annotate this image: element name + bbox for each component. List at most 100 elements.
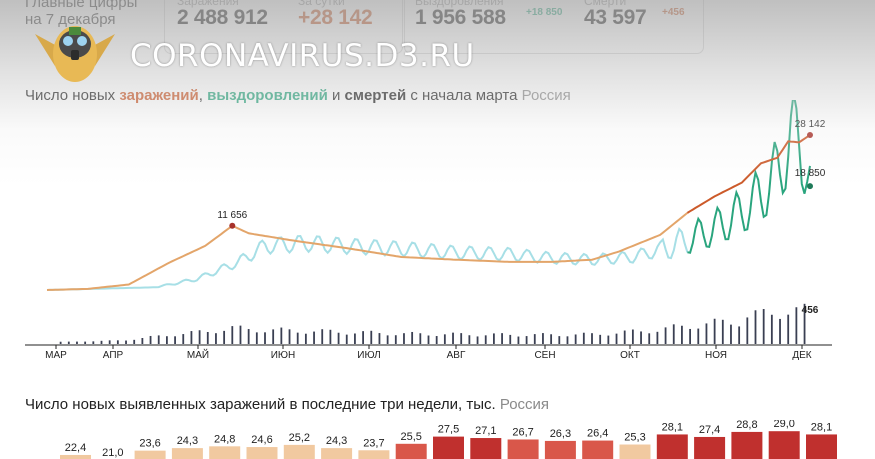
death-bar — [280, 327, 283, 344]
death-bar — [116, 340, 119, 344]
death-bar — [648, 333, 651, 344]
annotation-dot — [229, 222, 236, 229]
death-bar — [84, 341, 87, 344]
death-bar — [713, 318, 716, 344]
deaths-bars — [59, 303, 806, 344]
recovered-delta: +18 850 — [526, 7, 563, 18]
death-bar — [468, 335, 471, 344]
death-bar — [542, 333, 544, 344]
bar-value-label: 27,4 — [699, 424, 720, 436]
bar — [395, 443, 427, 459]
annotation-dot — [807, 132, 813, 138]
death-bar — [754, 310, 757, 344]
death-bar — [795, 307, 798, 344]
series-line-late — [686, 134, 811, 214]
death-bar — [427, 335, 430, 344]
main-figures-title: Главные цифры — [25, 0, 138, 11]
month-label: АПР — [103, 350, 124, 361]
death-bar — [533, 334, 536, 344]
death-bar — [329, 329, 332, 344]
death-bar — [190, 331, 193, 344]
death-bar — [582, 332, 585, 344]
death-bar — [215, 333, 217, 344]
death-bar — [174, 336, 176, 344]
bar — [806, 434, 837, 459]
death-bar — [631, 329, 634, 344]
death-bar — [623, 330, 626, 344]
annotation-label: 11 656 — [217, 210, 247, 221]
death-bar — [705, 323, 708, 344]
month-label: ДЕК — [792, 350, 811, 361]
bar-value-label: 25,5 — [400, 431, 421, 443]
death-bar — [591, 333, 593, 344]
three-week-bar-chart: 22,4 21,0 23,6 24,3 24,8 24,6 25,2 24,3 23,7 25,5… — [60, 420, 837, 459]
death-bar — [681, 325, 683, 344]
gasmask-filter — [71, 50, 79, 60]
death-bar — [484, 335, 487, 344]
death-bar — [689, 328, 691, 344]
death-bar — [419, 333, 422, 344]
death-bar — [770, 314, 773, 344]
bar — [283, 444, 315, 459]
watermark: CORONAVIRUS.D3.RU — [25, 14, 485, 86]
bar — [619, 444, 651, 459]
annotations: 11 656 28 142 18 850 456 — [217, 119, 825, 316]
death-bar — [746, 317, 749, 344]
death-bar — [272, 329, 275, 344]
death-bar — [133, 339, 136, 344]
death-bar — [803, 303, 806, 344]
bar-value-label: 22,4 — [65, 442, 86, 454]
bar-value-label: 28,1 — [811, 421, 832, 433]
bar-value-label: 25,3 — [624, 432, 645, 444]
death-bar — [100, 340, 103, 344]
month-label: ИЮЛ — [357, 350, 380, 361]
bar — [731, 431, 763, 459]
bar — [694, 436, 726, 459]
death-bar — [59, 341, 62, 344]
death-bar — [664, 327, 667, 344]
month-label: СЕН — [534, 350, 555, 361]
month-label: МАР — [45, 350, 67, 361]
month-label: ОКТ — [620, 350, 640, 361]
death-bar — [345, 334, 348, 344]
death-bar — [525, 336, 528, 344]
bar-value-label: 28,1 — [662, 421, 683, 433]
bar-value-label: 26,4 — [587, 428, 608, 440]
owl-gasmask-icon — [35, 26, 115, 82]
death-bar — [435, 336, 438, 344]
chart2-region-link[interactable]: Россия — [499, 396, 550, 413]
bar — [656, 434, 688, 459]
death-bar — [239, 325, 242, 344]
death-bar — [247, 329, 250, 344]
bar — [768, 431, 800, 459]
death-bar — [697, 328, 700, 344]
death-bar — [378, 333, 381, 344]
death-bar — [206, 331, 209, 344]
death-bar — [640, 331, 642, 344]
deaths-delta: +456 — [662, 7, 685, 18]
bar — [209, 446, 241, 459]
death-bar — [296, 332, 299, 344]
death-bar — [76, 341, 78, 344]
series-line-early — [46, 227, 689, 291]
death-bar — [501, 333, 503, 344]
bar — [470, 438, 502, 459]
death-bar — [337, 332, 340, 344]
death-bar — [354, 333, 356, 344]
chart2-title-text: Число новых выявленных заражений в после… — [25, 396, 496, 413]
bar-value-label: 26,3 — [550, 428, 571, 440]
death-bar — [321, 329, 324, 344]
bar-value-label: 25,2 — [289, 432, 310, 444]
death-bar — [476, 336, 479, 344]
death-bar — [223, 330, 226, 344]
owl-cap — [69, 27, 81, 35]
bar-value-label: 29,0 — [773, 420, 794, 430]
bar-value-label: 27,5 — [438, 424, 459, 436]
bar-value-label: 26,7 — [512, 426, 533, 438]
death-bar — [92, 341, 95, 344]
owl-right-wing — [93, 34, 115, 66]
death-bar — [198, 330, 201, 344]
death-bar — [362, 331, 364, 344]
bar — [507, 439, 539, 459]
month-label: НОЯ — [705, 350, 727, 361]
